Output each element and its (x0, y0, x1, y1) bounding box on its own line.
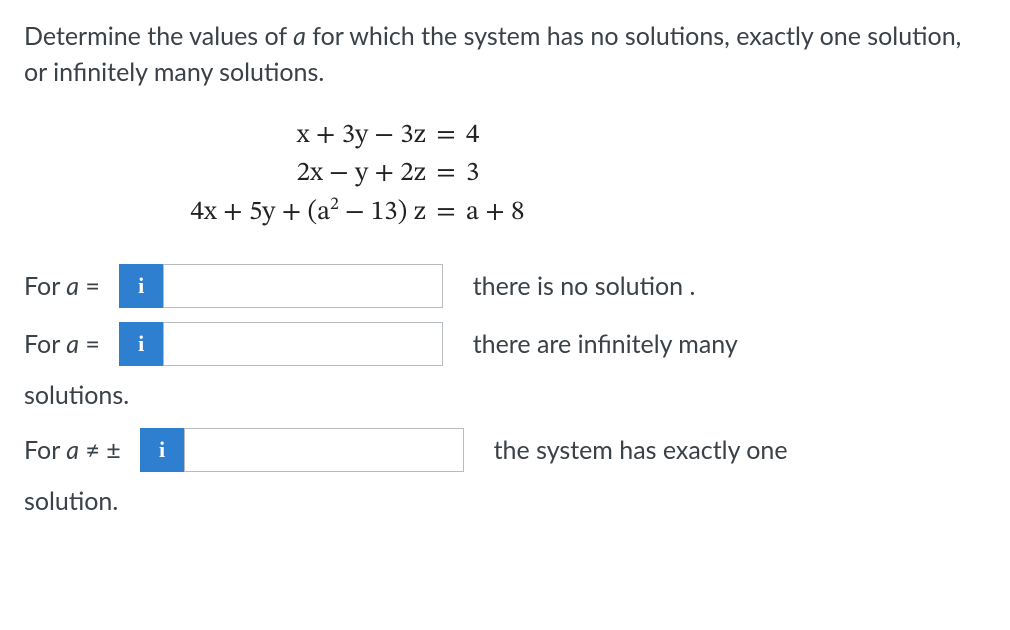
eq3-left-post: − 13) z (339, 199, 426, 226)
answer-2-continuation: solutions. (24, 380, 986, 410)
answer-row-3: For a ≠ ± i the system has exactly one (24, 428, 986, 472)
eq3-left: 4x + 5y + (a2 − 13) z (66, 195, 426, 230)
eq2-equals: = (426, 157, 466, 191)
answer-2-lead: For a = (24, 329, 113, 359)
answer-1-input[interactable] (163, 264, 443, 308)
answer-row-2: For a = i there are infinitely many (24, 322, 986, 366)
eq1-right: 4 (466, 119, 479, 153)
eq2-right: 3 (466, 157, 479, 191)
answer-2-input-group: i (119, 322, 443, 366)
eq1-left: x + 3y − 3z (66, 119, 426, 153)
eq3-left-sup: 2 (330, 197, 339, 214)
question-prompt: Determine the values of a for which the … (24, 18, 986, 91)
prompt-variable: a (293, 21, 306, 51)
info-icon[interactable]: i (119, 322, 163, 366)
equation-2: 2x − y + 2z = 3 (66, 157, 986, 191)
eq2-left: 2x − y + 2z (66, 157, 426, 191)
answer-3-trail: the system has exactly one (494, 435, 788, 465)
answer-2-trail: there are infinitely many (473, 329, 738, 359)
answer-1-trail: there is no solution . (473, 271, 696, 301)
eq1-equals: = (426, 119, 466, 153)
eq3-left-pre: 4x + 5y + (a (191, 199, 331, 226)
eq3-equals: = (426, 196, 466, 230)
info-icon[interactable]: i (140, 428, 184, 472)
answer-3-input-group: i (140, 428, 464, 472)
answer-1-input-group: i (119, 264, 443, 308)
equation-system: x + 3y − 3z = 4 2x − y + 2z = 3 4x + 5y … (66, 119, 986, 230)
answer-row-1: For a = i there is no solution . (24, 264, 986, 308)
eq3-right: a + 8 (466, 196, 524, 230)
equation-1: x + 3y − 3z = 4 (66, 119, 986, 153)
equation-3: 4x + 5y + (a2 − 13) z = a + 8 (66, 195, 986, 230)
answer-1-lead: For a = (24, 271, 113, 301)
answer-3-continuation: solution. (24, 486, 986, 516)
answer-3-lead: For a ≠ ± (24, 435, 134, 465)
info-icon[interactable]: i (119, 264, 163, 308)
answer-3-input[interactable] (184, 428, 464, 472)
prompt-part-1: Determine the values of (24, 21, 293, 51)
answer-2-input[interactable] (163, 322, 443, 366)
